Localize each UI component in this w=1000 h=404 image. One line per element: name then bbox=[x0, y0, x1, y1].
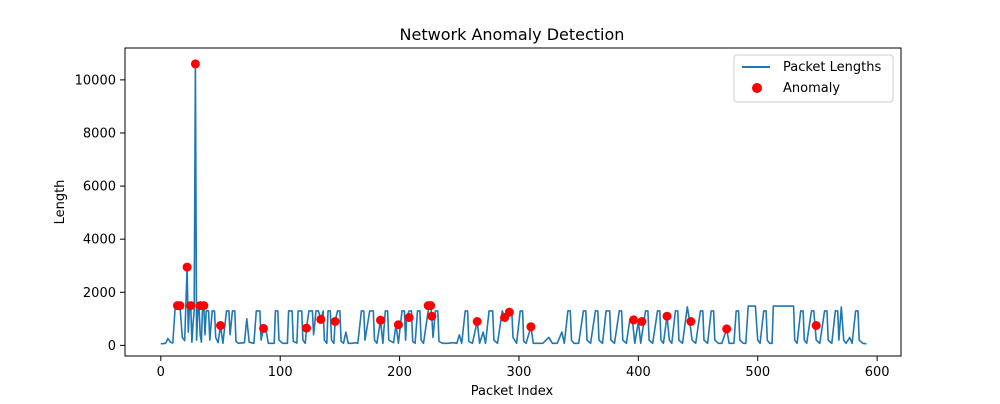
y-tick-label: 2000 bbox=[83, 286, 116, 301]
x-axis-label: Packet Index bbox=[471, 384, 554, 399]
anomaly-point bbox=[427, 311, 437, 321]
y-tick-label: 4000 bbox=[83, 233, 116, 248]
plot-frame bbox=[124, 47, 902, 357]
anomaly-point bbox=[175, 301, 185, 311]
anomaly-point bbox=[629, 315, 639, 325]
anomaly-point bbox=[190, 59, 200, 69]
legend: Packet Lengths Anomaly bbox=[733, 54, 894, 103]
anomaly-point bbox=[722, 324, 732, 334]
plot-area bbox=[160, 59, 867, 345]
anomaly-point bbox=[404, 313, 414, 322]
anomaly-point bbox=[376, 315, 385, 325]
anomaly-point bbox=[216, 321, 225, 330]
x-tick-label: 200 bbox=[387, 365, 412, 380]
x-tick-label: 500 bbox=[745, 365, 770, 380]
anomaly-point bbox=[316, 314, 326, 324]
anomaly-point bbox=[526, 322, 536, 332]
chart-title: Network Anomaly Detection bbox=[400, 25, 625, 44]
y-axis-label: Length bbox=[53, 180, 68, 225]
x-tick-label: 400 bbox=[626, 365, 651, 380]
anomaly-point bbox=[686, 317, 696, 326]
anomaly-point bbox=[302, 323, 311, 333]
anomaly-point bbox=[426, 301, 436, 311]
anomaly-point bbox=[182, 262, 192, 272]
anomaly-point bbox=[393, 320, 403, 330]
y-tick-label: 8000 bbox=[83, 126, 116, 141]
anomaly-point bbox=[637, 317, 647, 326]
y-tick-label: 0 bbox=[108, 339, 116, 354]
anomaly-point bbox=[259, 323, 268, 333]
x-tick-label: 300 bbox=[507, 365, 532, 380]
x-tick-label: 0 bbox=[157, 365, 165, 380]
legend-label-packet-lengths: Packet Lengths bbox=[783, 60, 882, 75]
x-axis: 0 100 200 300 400 500 600 bbox=[157, 356, 890, 380]
anomaly-point bbox=[186, 301, 196, 311]
series-line-packet-lengths bbox=[160, 63, 867, 345]
x-tick-label: 100 bbox=[268, 365, 293, 380]
anomaly-point bbox=[811, 321, 821, 330]
legend-marker-swatch bbox=[752, 83, 762, 93]
anomaly-point bbox=[504, 307, 514, 317]
y-axis: 0 2000 4000 6000 8000 10000 bbox=[75, 73, 125, 354]
legend-box bbox=[733, 54, 894, 103]
anomaly-point bbox=[662, 311, 672, 321]
y-tick-label: 10000 bbox=[75, 73, 116, 88]
anomaly-point bbox=[472, 317, 482, 326]
anomaly-point bbox=[199, 301, 209, 311]
legend-label-anomaly: Anomaly bbox=[783, 81, 840, 96]
x-tick-label: 600 bbox=[865, 365, 890, 380]
y-tick-label: 6000 bbox=[83, 180, 116, 195]
anomaly-point bbox=[330, 317, 340, 326]
